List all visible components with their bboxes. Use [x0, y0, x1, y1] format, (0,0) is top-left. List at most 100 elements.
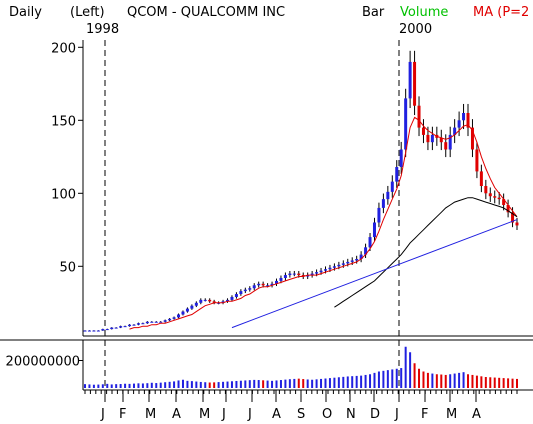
- volume-bar: [244, 380, 247, 388]
- volume-bar: [311, 379, 314, 388]
- volume-bar: [128, 383, 131, 388]
- price-bar-body: [243, 289, 247, 292]
- price-bar-body: [364, 247, 368, 255]
- price-bar-body: [346, 261, 350, 264]
- volume-tick-label: 200000000: [6, 355, 80, 370]
- volume-bar: [382, 370, 385, 388]
- volume-bar: [355, 375, 358, 388]
- volume-bar: [422, 371, 425, 388]
- price-bar-body: [372, 222, 376, 238]
- price-bar-body: [114, 327, 118, 329]
- price-bar-body: [110, 327, 114, 330]
- volume-bar: [502, 378, 505, 388]
- volume-bar: [115, 384, 118, 388]
- volume-bar: [137, 383, 140, 388]
- volume-bar: [364, 374, 367, 388]
- year-label-1998: 1998: [86, 22, 119, 37]
- price-bar-body: [497, 197, 501, 200]
- volume-bar: [181, 379, 184, 388]
- price-tick-label: 150: [51, 114, 76, 129]
- price-bar-body: [404, 98, 408, 150]
- price-bar-body: [163, 320, 167, 322]
- price-bar-body: [96, 330, 100, 332]
- volume-bar: [467, 374, 470, 388]
- volume-bar: [373, 372, 376, 388]
- price-bar-body: [101, 329, 105, 331]
- symbol-name: QCOM - QUALCOMM INC: [127, 5, 285, 20]
- volume-bar: [400, 368, 403, 388]
- volume-bar: [271, 380, 274, 388]
- volume-bar: [475, 375, 478, 388]
- volume-bar: [222, 381, 225, 388]
- price-bar-body: [150, 321, 154, 323]
- price-bar-body: [417, 105, 421, 128]
- volume-bar: [511, 378, 514, 388]
- price-bar-body: [83, 330, 87, 332]
- time-tick-label: M: [199, 407, 210, 422]
- volume-bar: [208, 382, 211, 388]
- volume-bar: [489, 377, 492, 388]
- volume-bar: [275, 380, 278, 388]
- price-bar-body: [502, 199, 506, 205]
- price-bar-body: [87, 330, 91, 332]
- time-tick-label: S: [297, 407, 305, 422]
- volume-bar: [391, 369, 394, 388]
- time-tick-label: A: [272, 407, 281, 422]
- price-bar-body: [475, 149, 479, 172]
- price-bar-body: [493, 196, 497, 198]
- price-bar-body: [479, 171, 483, 186]
- volume-bar: [101, 384, 104, 388]
- time-tick-label: O: [322, 407, 332, 422]
- price-bar-body: [275, 280, 279, 284]
- time-tick-label: A: [172, 407, 181, 422]
- volume-bar: [253, 379, 256, 388]
- volume-bar: [284, 379, 287, 388]
- volume-bar: [293, 378, 296, 388]
- volume-bar: [333, 377, 336, 388]
- price-bar-body: [221, 301, 225, 303]
- price-bar-body: [457, 120, 461, 128]
- volume-bar: [288, 379, 291, 388]
- price-bar-body: [506, 204, 510, 213]
- volume-bar: [150, 382, 153, 388]
- volume-bar: [204, 382, 207, 388]
- price-bar-body: [123, 326, 127, 328]
- volume-bar: [498, 377, 501, 388]
- volume-bar: [386, 370, 389, 388]
- volume-bar: [173, 381, 176, 388]
- price-bar-body: [292, 273, 296, 275]
- price-bar-body: [257, 283, 261, 286]
- time-tick-label: N: [346, 407, 356, 422]
- price-bar-body: [261, 283, 265, 286]
- price-bar-body: [511, 212, 515, 223]
- volume-bar: [337, 377, 340, 388]
- price-bar-body: [288, 273, 292, 276]
- volume-bar: [377, 371, 380, 388]
- price-bar-body: [159, 321, 163, 323]
- bar-label: Bar: [362, 5, 385, 20]
- volume-bar: [351, 376, 354, 388]
- volume-bar: [84, 384, 86, 388]
- volume-bar: [409, 352, 412, 388]
- price-bar-body: [145, 321, 149, 324]
- time-tick-label: M: [446, 407, 457, 422]
- volume-bar: [195, 381, 198, 388]
- price-bar-body: [226, 299, 230, 302]
- price-bar-body: [154, 321, 158, 323]
- volume-bar: [132, 383, 135, 388]
- volume-bar: [413, 363, 416, 388]
- price-bar-body: [266, 285, 270, 287]
- volume-bar: [507, 378, 510, 388]
- volume-bar: [199, 381, 202, 388]
- volume-bar: [426, 372, 429, 388]
- volume-bar: [444, 374, 447, 388]
- price-bar-body: [444, 142, 448, 150]
- volume-bar: [190, 381, 193, 388]
- price-bar-body: [413, 61, 417, 106]
- volume-bar: [395, 368, 398, 388]
- price-tick-label: 200: [51, 41, 76, 56]
- price-y-axis: 50 100 150 200: [51, 41, 83, 275]
- price-bar-body: [355, 259, 359, 261]
